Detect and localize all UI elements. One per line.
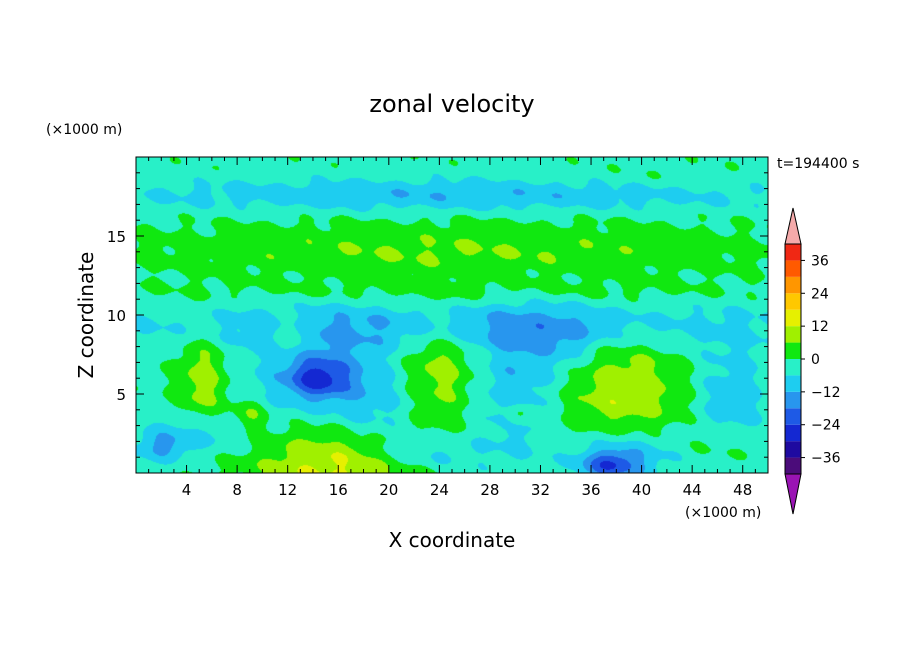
y-tick-label: 15 [107, 228, 126, 246]
colorbar-segment [785, 359, 801, 376]
x-axis-label: X coordinate [389, 528, 516, 552]
colorbar-tick-label: −36 [811, 451, 841, 467]
colorbar-under-triangle [784, 473, 802, 515]
x-tick-label: 48 [733, 481, 752, 499]
x-tick-label: 40 [632, 481, 651, 499]
colorbar-tick-label: 36 [811, 253, 829, 269]
x-tick-label: 24 [430, 481, 449, 499]
colorbar-tick-label: −12 [811, 385, 841, 401]
colorbar-segment [785, 391, 801, 409]
colorbar-segment [785, 375, 801, 392]
colorbar-over-triangle [784, 207, 802, 245]
y-axis-label: Z coordinate [74, 252, 98, 379]
chart-title: zonal velocity [369, 90, 534, 118]
colorbar-segment [785, 244, 801, 261]
colorbar-tick-label: −24 [811, 418, 841, 434]
y-unit-label: (×1000 m) [46, 122, 122, 138]
colorbar-segment [785, 260, 801, 277]
colorbar-segment [785, 441, 801, 458]
colorbar-segment [785, 342, 801, 359]
x-tick-label: 28 [480, 481, 499, 499]
plot-area-wrapper [136, 157, 768, 473]
x-tick-label: 8 [232, 481, 242, 499]
colorbar-segment [785, 276, 801, 294]
y-tick-label: 10 [107, 307, 126, 325]
x-tick-label: 4 [182, 481, 192, 499]
colorbar: −36 −24 −12 0 12 24 36 [784, 207, 841, 515]
x-tick-label: 36 [581, 481, 600, 499]
colorbar-segment [785, 326, 801, 343]
x-tick-label: 16 [329, 481, 348, 499]
x-tick-label: 32 [531, 481, 550, 499]
x-unit-label: (×1000 m) [685, 505, 761, 521]
x-axis-ticks: 4 8 12 16 20 24 28 32 36 40 44 48 [148, 157, 756, 499]
x-tick-label: 44 [683, 481, 702, 499]
y-tick-label: 5 [116, 386, 126, 404]
colorbar-segment [785, 424, 801, 442]
colorbar-segment [785, 457, 801, 474]
x-tick-label: 20 [379, 481, 398, 499]
time-label: t=194400 s [777, 156, 859, 172]
colorbar-tick-label: 0 [811, 352, 820, 368]
colorbar-segment [785, 408, 801, 425]
x-tick-label: 12 [278, 481, 297, 499]
colorbar-tick-label: 24 [811, 286, 829, 302]
colorbar-segment [785, 309, 801, 327]
contour-field [136, 157, 768, 473]
colorbar-tick-label: 12 [811, 319, 829, 335]
colorbar-segment [785, 293, 801, 310]
y-axis-ticks: 5 10 15 [107, 172, 768, 458]
